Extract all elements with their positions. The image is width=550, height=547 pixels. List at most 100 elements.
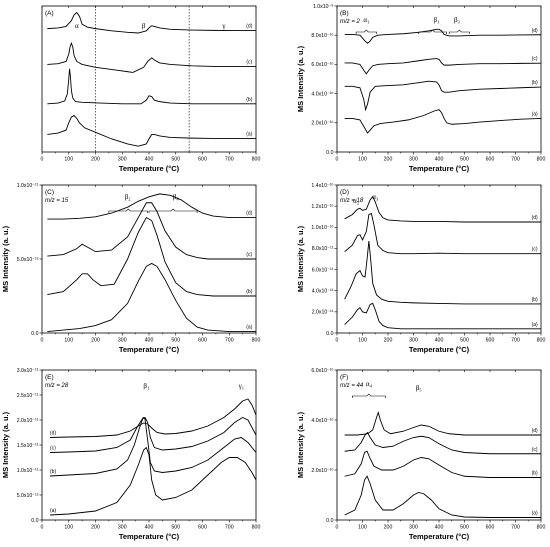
- y-tick-label: 1.0x10⁻¹⁰: [311, 225, 333, 231]
- series-line-a: [49, 446, 257, 516]
- x-tick-label: 400: [145, 157, 154, 163]
- range-bracket: [448, 29, 470, 34]
- series-line-b: [47, 68, 256, 105]
- series-label: (d): [246, 211, 252, 217]
- y-axis-label: MS Intensity (a. u.): [296, 225, 305, 292]
- panel-label: (F): [340, 374, 348, 381]
- series-line-b: [344, 240, 541, 305]
- mz-label: m/z = 18: [340, 198, 364, 204]
- x-tick-label: 0: [41, 157, 44, 163]
- x-tick-label: 400: [145, 338, 154, 344]
- x-tick-label: 500: [171, 338, 180, 344]
- y-tick-label: 6.0x10⁻¹¹: [312, 267, 334, 273]
- y-tick-label: 1.0x10⁻¹¹: [17, 183, 39, 189]
- x-tick-label: 300: [118, 157, 127, 163]
- panel-label: (C): [45, 189, 54, 196]
- y-tick-label: 5.0x10⁻¹²: [17, 493, 39, 499]
- x-tick-label: 800: [537, 525, 546, 531]
- peak-annotation: α3: [372, 193, 379, 202]
- chart-panel-4: 0 100 200 300 400 500 600 700 800 0.0 5.0x10⁻¹² 1.0…: [1, 368, 260, 541]
- x-tick-label: 200: [384, 157, 393, 163]
- mz-label: m/z = 15: [45, 198, 69, 204]
- series-label: (a): [532, 111, 538, 117]
- series-label: (d): [246, 24, 252, 30]
- series-label: (c): [246, 252, 252, 258]
- x-tick-label: 200: [384, 338, 393, 344]
- y-tick-label: 2.0x10⁻¹⁰: [311, 121, 333, 127]
- x-tick-label: 200: [91, 338, 100, 344]
- series-label: (b): [532, 80, 538, 86]
- y-tick-label: 1.0x10⁻⁹: [313, 4, 334, 10]
- x-tick-label: 100: [358, 338, 367, 344]
- y-tick-label: 8.0x10⁻¹⁰: [311, 33, 333, 39]
- series-line-a: [344, 109, 542, 134]
- peak-annotation: β: [142, 22, 146, 30]
- x-tick-label: 300: [409, 525, 418, 531]
- x-tick-label: 500: [171, 525, 180, 531]
- x-tick-label: 200: [91, 157, 100, 163]
- x-tick-label: 600: [486, 338, 495, 344]
- x-axis-label: Temperature (°C): [119, 164, 180, 173]
- y-axis-label: MS Intensity (a. u.): [296, 45, 305, 112]
- x-tick-label: 300: [118, 338, 127, 344]
- peak-annotation: β5: [416, 384, 423, 393]
- series-line-c: [50, 416, 257, 453]
- y-tick-label: 2.0x10⁻¹⁰: [311, 468, 333, 474]
- series-label: (a): [532, 322, 538, 328]
- series-line-a: [47, 114, 256, 147]
- range-bracket: [355, 29, 377, 34]
- x-tick-label: 0: [41, 525, 44, 531]
- y-axis-label: MS Intensity (a. u.): [1, 411, 10, 478]
- series-line-b: [49, 416, 257, 477]
- mz-label: m/z = 44: [340, 383, 364, 389]
- mz-label: m/z = 2: [340, 19, 361, 25]
- series-label: (d): [532, 28, 538, 34]
- series-label: (b): [532, 471, 538, 477]
- series-line-d: [47, 193, 256, 220]
- x-tick-label: 800: [252, 525, 261, 531]
- x-tick-label: 500: [171, 157, 180, 163]
- x-tick-label: 700: [511, 338, 520, 344]
- y-tick-label: 4.0x10⁻¹⁰: [311, 91, 333, 97]
- series-label: (a): [50, 508, 56, 514]
- peak-annotation: γ1: [238, 382, 244, 391]
- x-tick-label: 400: [435, 338, 444, 344]
- x-tick-label: 300: [118, 525, 127, 531]
- series-label: (b): [246, 97, 252, 103]
- chart-panel-2: 0 100 200 300 400 500 600 700 800 0.0 5.0x10⁻¹² 1.0…: [1, 183, 260, 354]
- peak-annotation: α: [75, 22, 79, 30]
- peak-annotation: β2: [125, 193, 131, 202]
- chart-panel-5: 0 100 200 300 400 500 600 700 800 0.0 2.0x10⁻¹⁰ 4.0…: [296, 368, 545, 541]
- x-tick-label: 0: [336, 157, 339, 163]
- series-label: (c): [246, 60, 252, 66]
- x-axis-label: Temperature (°C): [409, 164, 470, 173]
- series-label: (d): [532, 428, 538, 434]
- chart-panel-0: 0 100 200 300 400 500 600 700 800 Temperature (°C…: [41, 5, 260, 173]
- x-axis-label: Temperature (°C): [119, 345, 180, 354]
- x-tick-label: 500: [460, 525, 469, 531]
- series-line-c: [47, 41, 256, 73]
- x-tick-label: 600: [486, 157, 495, 163]
- series-line-d: [47, 11, 256, 34]
- series-label: (c): [532, 447, 538, 453]
- y-tick-label: 1.0x10⁻¹¹: [17, 468, 39, 474]
- x-tick-label: 800: [252, 338, 261, 344]
- x-tick-label: 700: [225, 157, 234, 163]
- x-tick-label: 300: [409, 157, 418, 163]
- series-label: (a): [246, 132, 252, 138]
- chart-panel-1: 0 100 200 300 400 500 600 700 800 0.0 2.0x10⁻¹⁰ 4.0…: [296, 4, 545, 173]
- chart-panel-3: 0 100 200 300 400 500 600 700 800 0.0 2.0x10⁻¹¹ 4.0…: [296, 183, 545, 354]
- x-tick-label: 100: [358, 525, 367, 531]
- series-line-a: [344, 302, 541, 330]
- x-tick-label: 0: [336, 338, 339, 344]
- plot-frame: [336, 369, 542, 521]
- x-tick-label: 800: [537, 338, 546, 344]
- y-tick-label: 1.4x10⁻¹⁰: [311, 183, 333, 189]
- x-tick-label: 300: [409, 338, 418, 344]
- y-tick-label: 0.0: [326, 331, 333, 337]
- y-tick-label: 5.0x10⁻¹²: [17, 257, 39, 263]
- y-tick-label: 2.5x10⁻¹¹: [17, 393, 39, 399]
- x-tick-label: 700: [511, 525, 520, 531]
- plot-frame: [336, 5, 542, 153]
